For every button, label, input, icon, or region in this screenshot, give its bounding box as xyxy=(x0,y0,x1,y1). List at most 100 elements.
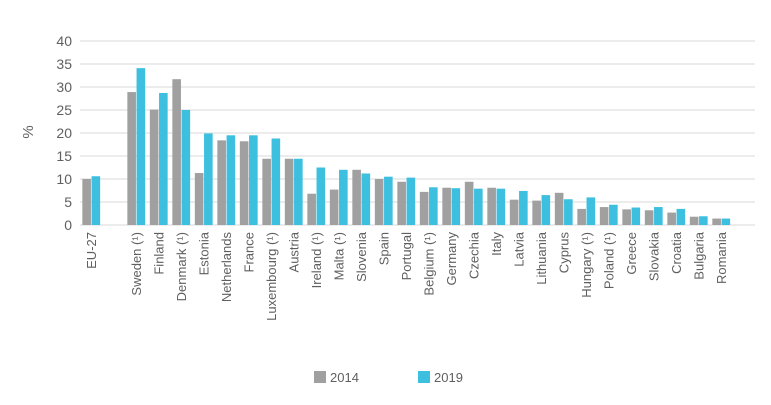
x-category-label: Romania xyxy=(714,231,729,284)
y-axis-ticks: 0 5 10 15 20 25 30 35 40 xyxy=(56,33,72,233)
bar-2019 xyxy=(609,204,618,225)
y-tick-label: 10 xyxy=(56,171,72,187)
x-category-label: Poland (¹) xyxy=(601,232,616,289)
x-category-label: Belgium (¹) xyxy=(421,232,436,296)
x-category-label: Cyprus xyxy=(556,232,571,274)
gridlines xyxy=(80,40,755,226)
bar-2014 xyxy=(397,181,406,225)
y-axis-label: % xyxy=(20,125,37,138)
bar-2014 xyxy=(284,158,294,225)
y-tick-label: 25 xyxy=(56,102,72,118)
bar-2014 xyxy=(82,179,91,225)
y-tick-label: 30 xyxy=(56,79,72,95)
bar-2019 xyxy=(496,188,506,225)
bar-2019 xyxy=(226,135,236,225)
bar-2019 xyxy=(474,188,483,225)
bar-2014 xyxy=(194,173,204,225)
bar-2019 xyxy=(451,188,461,225)
bar-2019 xyxy=(181,110,191,225)
bar-2014 xyxy=(509,199,519,225)
bar-2014 xyxy=(554,192,564,225)
bar-2014 xyxy=(644,210,654,225)
x-category-label: Croatia xyxy=(669,231,684,274)
x-category-label: Lithuania xyxy=(534,231,549,285)
bar-2019 xyxy=(91,176,101,225)
bar-2014 xyxy=(374,179,384,225)
legend: 2014 2019 xyxy=(314,370,463,385)
bar-2019 xyxy=(361,173,371,225)
x-category-label: Slovenia xyxy=(354,231,369,282)
x-category-label: EU-27 xyxy=(84,232,99,269)
bar-2019 xyxy=(136,68,146,225)
bar-2014 xyxy=(712,218,721,225)
bar-2019 xyxy=(204,133,213,225)
x-category-label: Czechia xyxy=(466,231,481,279)
bar-2014 xyxy=(217,140,226,225)
bar-2019 xyxy=(429,187,438,225)
bar-2019 xyxy=(159,92,168,225)
bar-2014 xyxy=(599,207,609,225)
bar-2019 xyxy=(699,216,708,225)
bar-2019 xyxy=(339,169,348,225)
bar-2019 xyxy=(271,138,281,225)
x-category-label: Germany xyxy=(444,232,459,286)
x-category-label: Netherlands xyxy=(219,232,234,303)
bar-2014 xyxy=(239,141,249,225)
x-category-label: Austria xyxy=(286,231,301,272)
bar-2019 xyxy=(631,207,641,225)
x-category-label: Hungary (¹) xyxy=(579,232,594,298)
y-tick-label: 15 xyxy=(56,148,72,164)
bar-2019 xyxy=(249,135,258,225)
bar-2014 xyxy=(172,79,181,226)
bar-2019 xyxy=(541,195,551,225)
bar-2014 xyxy=(352,169,361,225)
bar-2014 xyxy=(689,216,699,225)
bar-2019 xyxy=(586,197,596,225)
x-category-label: Luxembourg (¹) xyxy=(264,232,279,321)
bar-2014 xyxy=(149,109,159,225)
x-category-label: Greece xyxy=(624,232,639,275)
bar-2019 xyxy=(406,177,416,225)
bar-2019 xyxy=(654,207,663,225)
x-category-label: Denmark (¹) xyxy=(174,232,189,301)
bar-2019 xyxy=(564,199,573,225)
legend-label-2019: 2019 xyxy=(434,370,463,385)
legend-swatch-2019 xyxy=(418,371,430,383)
bar-2014 xyxy=(262,158,271,225)
x-category-label: Malta (¹) xyxy=(331,232,346,280)
bar-2019 xyxy=(721,218,731,225)
bar-2019 xyxy=(294,158,303,225)
x-category-label: Spain xyxy=(376,232,391,265)
legend-swatch-2014 xyxy=(314,371,326,383)
bar-2014 xyxy=(442,187,451,225)
bar-2019 xyxy=(676,208,686,225)
x-category-label: Sweden (¹) xyxy=(129,232,144,296)
y-tick-label: 35 xyxy=(56,56,72,72)
x-category-label: Portugal xyxy=(399,232,414,281)
x-category-label: Italy xyxy=(489,232,504,256)
bar-2014 xyxy=(667,212,676,225)
x-category-label: Bulgaria xyxy=(691,231,706,279)
x-category-label: Estonia xyxy=(196,231,211,275)
bar-2014 xyxy=(419,191,429,225)
bar-2019 xyxy=(316,167,326,225)
bar-2014 xyxy=(532,200,541,225)
y-tick-label: 40 xyxy=(56,33,72,49)
x-category-label: Slovakia xyxy=(646,231,661,281)
bar-2014 xyxy=(127,92,136,225)
bar-2019 xyxy=(384,176,393,225)
bar-2019 xyxy=(519,190,528,225)
x-category-label: France xyxy=(241,232,256,272)
bar-2014 xyxy=(307,193,316,225)
bars xyxy=(82,68,731,226)
x-category-label: Ireland (¹) xyxy=(309,232,324,288)
y-tick-label: 5 xyxy=(64,194,72,210)
x-category-label: Finland xyxy=(151,232,166,275)
bar-2014 xyxy=(487,187,496,225)
y-tick-label: 0 xyxy=(64,217,72,233)
bar-2014 xyxy=(329,189,339,225)
bar-2014 xyxy=(622,209,631,225)
bar-2014 xyxy=(464,181,474,225)
y-tick-label: 20 xyxy=(56,125,72,141)
